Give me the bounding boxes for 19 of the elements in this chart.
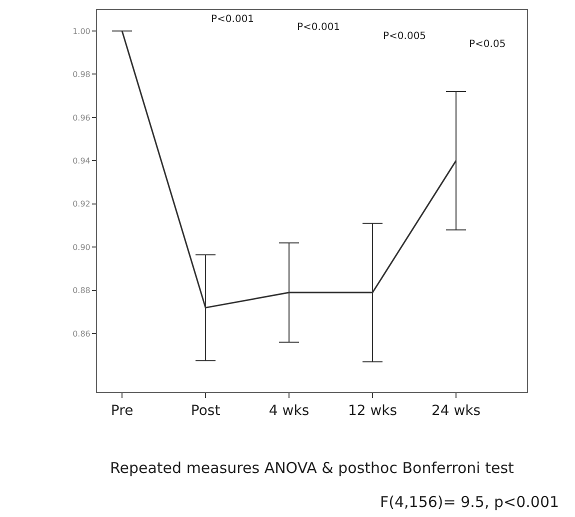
y-tick-label: 0.88	[72, 286, 90, 296]
x-tick-label: 12 wks	[348, 402, 398, 419]
annotation: P<0.005	[383, 31, 426, 42]
annotation: P<0.001	[211, 14, 254, 25]
y-tick-label: 0.90	[72, 242, 90, 252]
x-tick-label: Pre	[110, 402, 134, 419]
x-tick-label: 24 wks	[431, 402, 481, 419]
y-tick-label: 1.00	[72, 26, 90, 36]
y-tick-label: 0.98	[72, 70, 90, 80]
annotation: P<0.001	[297, 22, 340, 33]
text: Repeated measures ANOVA & posthoc Bonferroni test	[110, 459, 514, 477]
x-tick-label: 4 wks	[268, 402, 310, 419]
y-tick-label: 0.86	[72, 329, 90, 338]
text: F(4,156)= 9.5, p<0.001	[380, 493, 560, 511]
y-tick-label: 0.94	[72, 156, 90, 166]
annotation: P<0.05	[469, 39, 506, 50]
y-tick-label: 0.92	[72, 200, 90, 209]
x-tick-label: Post	[190, 402, 221, 419]
y-tick-label: 0.96	[72, 113, 90, 122]
